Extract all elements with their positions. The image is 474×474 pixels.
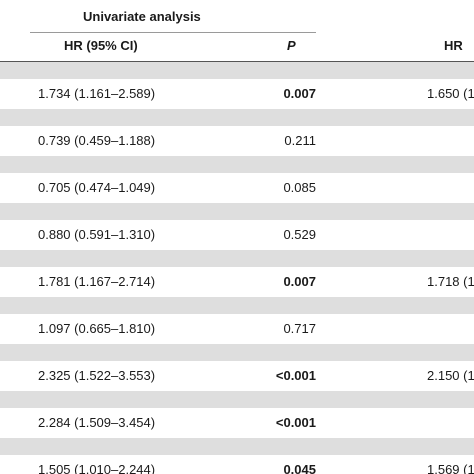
table-row-group-label xyxy=(0,391,474,408)
p-cell: 0.529 xyxy=(283,226,316,242)
table-row-group-label xyxy=(0,62,474,79)
table-row-group-label xyxy=(0,250,474,267)
hr-cell: 2.325 (1.522–3.553) xyxy=(38,367,156,383)
p-cell: <0.001 xyxy=(275,414,316,430)
table-row-group-label xyxy=(0,297,474,314)
p-cell: 0.007 xyxy=(283,85,316,101)
hr-cell: 1.097 (0.665–1.810) xyxy=(38,320,156,336)
table-row: 1.781 (1.167–2.714) 0.007 1.718 (1 xyxy=(0,267,474,298)
p-cell: 0.211 xyxy=(284,132,316,148)
hr-cell: 1.505 (1.010–2.244) xyxy=(38,461,156,474)
table-row-group-label xyxy=(0,109,474,126)
hr-column-header: HR (95% CI) xyxy=(64,38,138,53)
group-heading-rule xyxy=(30,32,316,33)
p-column-header: P xyxy=(287,38,296,53)
table-row-group-label xyxy=(0,203,474,220)
hr-cell: 0.739 (0.459–1.188) xyxy=(38,132,156,148)
table-row: 1.505 (1.010–2.244) 0.045 1.569 (1 xyxy=(0,455,474,474)
table-row: 1.097 (0.665–1.810) 0.717 xyxy=(0,314,474,345)
table-row: 0.705 (0.474–1.049) 0.085 xyxy=(0,173,474,204)
p-cell: 0.007 xyxy=(283,273,316,289)
table-row: 0.739 (0.459–1.188) 0.211 xyxy=(0,126,474,157)
multivariate-hr-cell: 1.650 (1 xyxy=(427,85,474,101)
table-row-group-label xyxy=(0,438,474,455)
hr-cell: 0.880 (0.591–1.310) xyxy=(38,226,156,242)
multivariate-hr-column-header: HR xyxy=(444,38,463,53)
univariate-analysis-heading: Univariate analysis xyxy=(83,9,201,24)
p-cell: 0.085 xyxy=(283,179,316,195)
multivariate-hr-cell: 2.150 (1 xyxy=(427,367,474,383)
hr-cell: 1.781 (1.167–2.714) xyxy=(38,273,156,289)
table-row: 2.325 (1.522–3.553) <0.001 2.150 (1 xyxy=(0,361,474,392)
hr-cell: 0.705 (0.474–1.049) xyxy=(38,179,156,195)
p-cell: <0.001 xyxy=(275,367,316,383)
p-cell: 0.717 xyxy=(283,320,316,336)
multivariate-hr-cell: 1.718 (1 xyxy=(427,273,474,289)
hr-cell: 2.284 (1.509–3.454) xyxy=(38,414,156,430)
table-row-group-label xyxy=(0,344,474,361)
table-row-group-label xyxy=(0,156,474,173)
hr-cell: 1.734 (1.161–2.589) xyxy=(38,85,156,101)
header-rule xyxy=(0,61,474,62)
table-row: 1.734 (1.161–2.589) 0.007 1.650 (1 xyxy=(0,79,474,110)
table-row: 2.284 (1.509–3.454) <0.001 xyxy=(0,408,474,439)
p-cell: 0.045 xyxy=(283,461,316,474)
table-row: 0.880 (0.591–1.310) 0.529 xyxy=(0,220,474,251)
table-body: 1.734 (1.161–2.589) 0.007 1.650 (1 0.739… xyxy=(0,62,474,474)
multivariate-hr-cell: 1.569 (1 xyxy=(427,461,474,474)
